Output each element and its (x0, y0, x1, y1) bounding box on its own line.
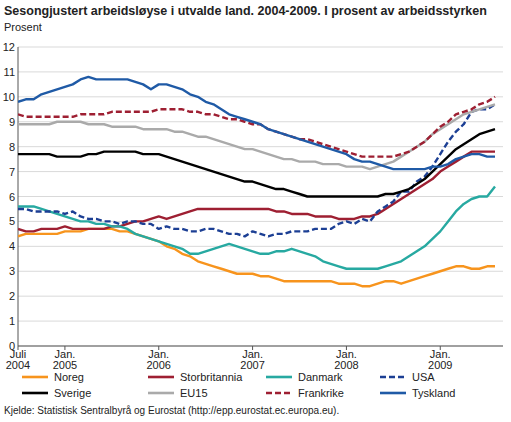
series-line (18, 77, 495, 169)
x-tick-label: Jan.2005 (53, 348, 77, 371)
grid-line (18, 47, 503, 48)
y-tick-label: 4 (9, 240, 15, 252)
legend-label: Frankrike (298, 387, 344, 399)
y-tick-label: 10 (3, 91, 15, 103)
y-tick-label: 3 (9, 265, 15, 277)
y-tick-label: 8 (9, 141, 15, 153)
legend-label: Noreg (54, 371, 84, 383)
legend-label: Tyskland (412, 387, 455, 399)
grid-line (18, 146, 503, 147)
grid-line (18, 171, 503, 172)
y-tick-label: 5 (9, 215, 15, 227)
legend-key (266, 376, 292, 379)
series-line (18, 97, 495, 157)
legend-key (22, 392, 48, 395)
grid-line (18, 246, 503, 247)
legend-key (266, 392, 292, 395)
legend-key (22, 376, 48, 379)
y-label: Prosent (4, 21, 42, 33)
y-tick-label: 9 (9, 116, 15, 128)
source: Kjelde: Statistisk Sentralbyrå og Eurost… (4, 405, 339, 416)
x-axis (18, 346, 503, 347)
legend-key (148, 392, 174, 395)
x-tick-label: Jan.2009 (428, 348, 452, 371)
series-line (18, 129, 495, 196)
legend-label: Storbritannia (180, 371, 243, 383)
grid-line (18, 121, 503, 122)
legend-key (380, 376, 406, 379)
y-tick-label: 1 (9, 315, 15, 327)
grid-line (18, 96, 503, 97)
legend-label: EU15 (180, 387, 208, 399)
y-tick-label: 12 (3, 41, 15, 53)
legend-label: Sverige (54, 387, 91, 399)
legend-label: Danmark (298, 371, 343, 383)
grid-line (18, 296, 503, 297)
y-tick-label: 2 (9, 290, 15, 302)
legend-key (380, 392, 406, 395)
chart: Sesongjustert arbeidsløyse i utvalde lan… (0, 0, 511, 422)
series-line (18, 187, 495, 269)
grid-line (18, 71, 503, 72)
y-tick-label: 11 (4, 66, 15, 78)
series-line (18, 229, 495, 286)
y-tick-label: 7 (9, 166, 15, 178)
grid-line (18, 196, 503, 197)
title: Sesongjustert arbeidsløyse i utvalde lan… (4, 4, 487, 18)
legend-label: USA (412, 371, 435, 383)
grid-line (18, 346, 503, 347)
grid-line (18, 321, 503, 322)
y-tick-label: 6 (9, 191, 15, 203)
x-tick-label: Jan.2007 (240, 348, 264, 371)
grid-line (18, 271, 503, 272)
x-tick-label: Jan.2008 (334, 348, 358, 371)
x-tick-label: Jan.2006 (147, 348, 171, 371)
legend-key (148, 376, 174, 379)
lines (18, 77, 495, 286)
x-tick-label: Juli2004 (6, 348, 30, 371)
y-axis (18, 47, 19, 346)
